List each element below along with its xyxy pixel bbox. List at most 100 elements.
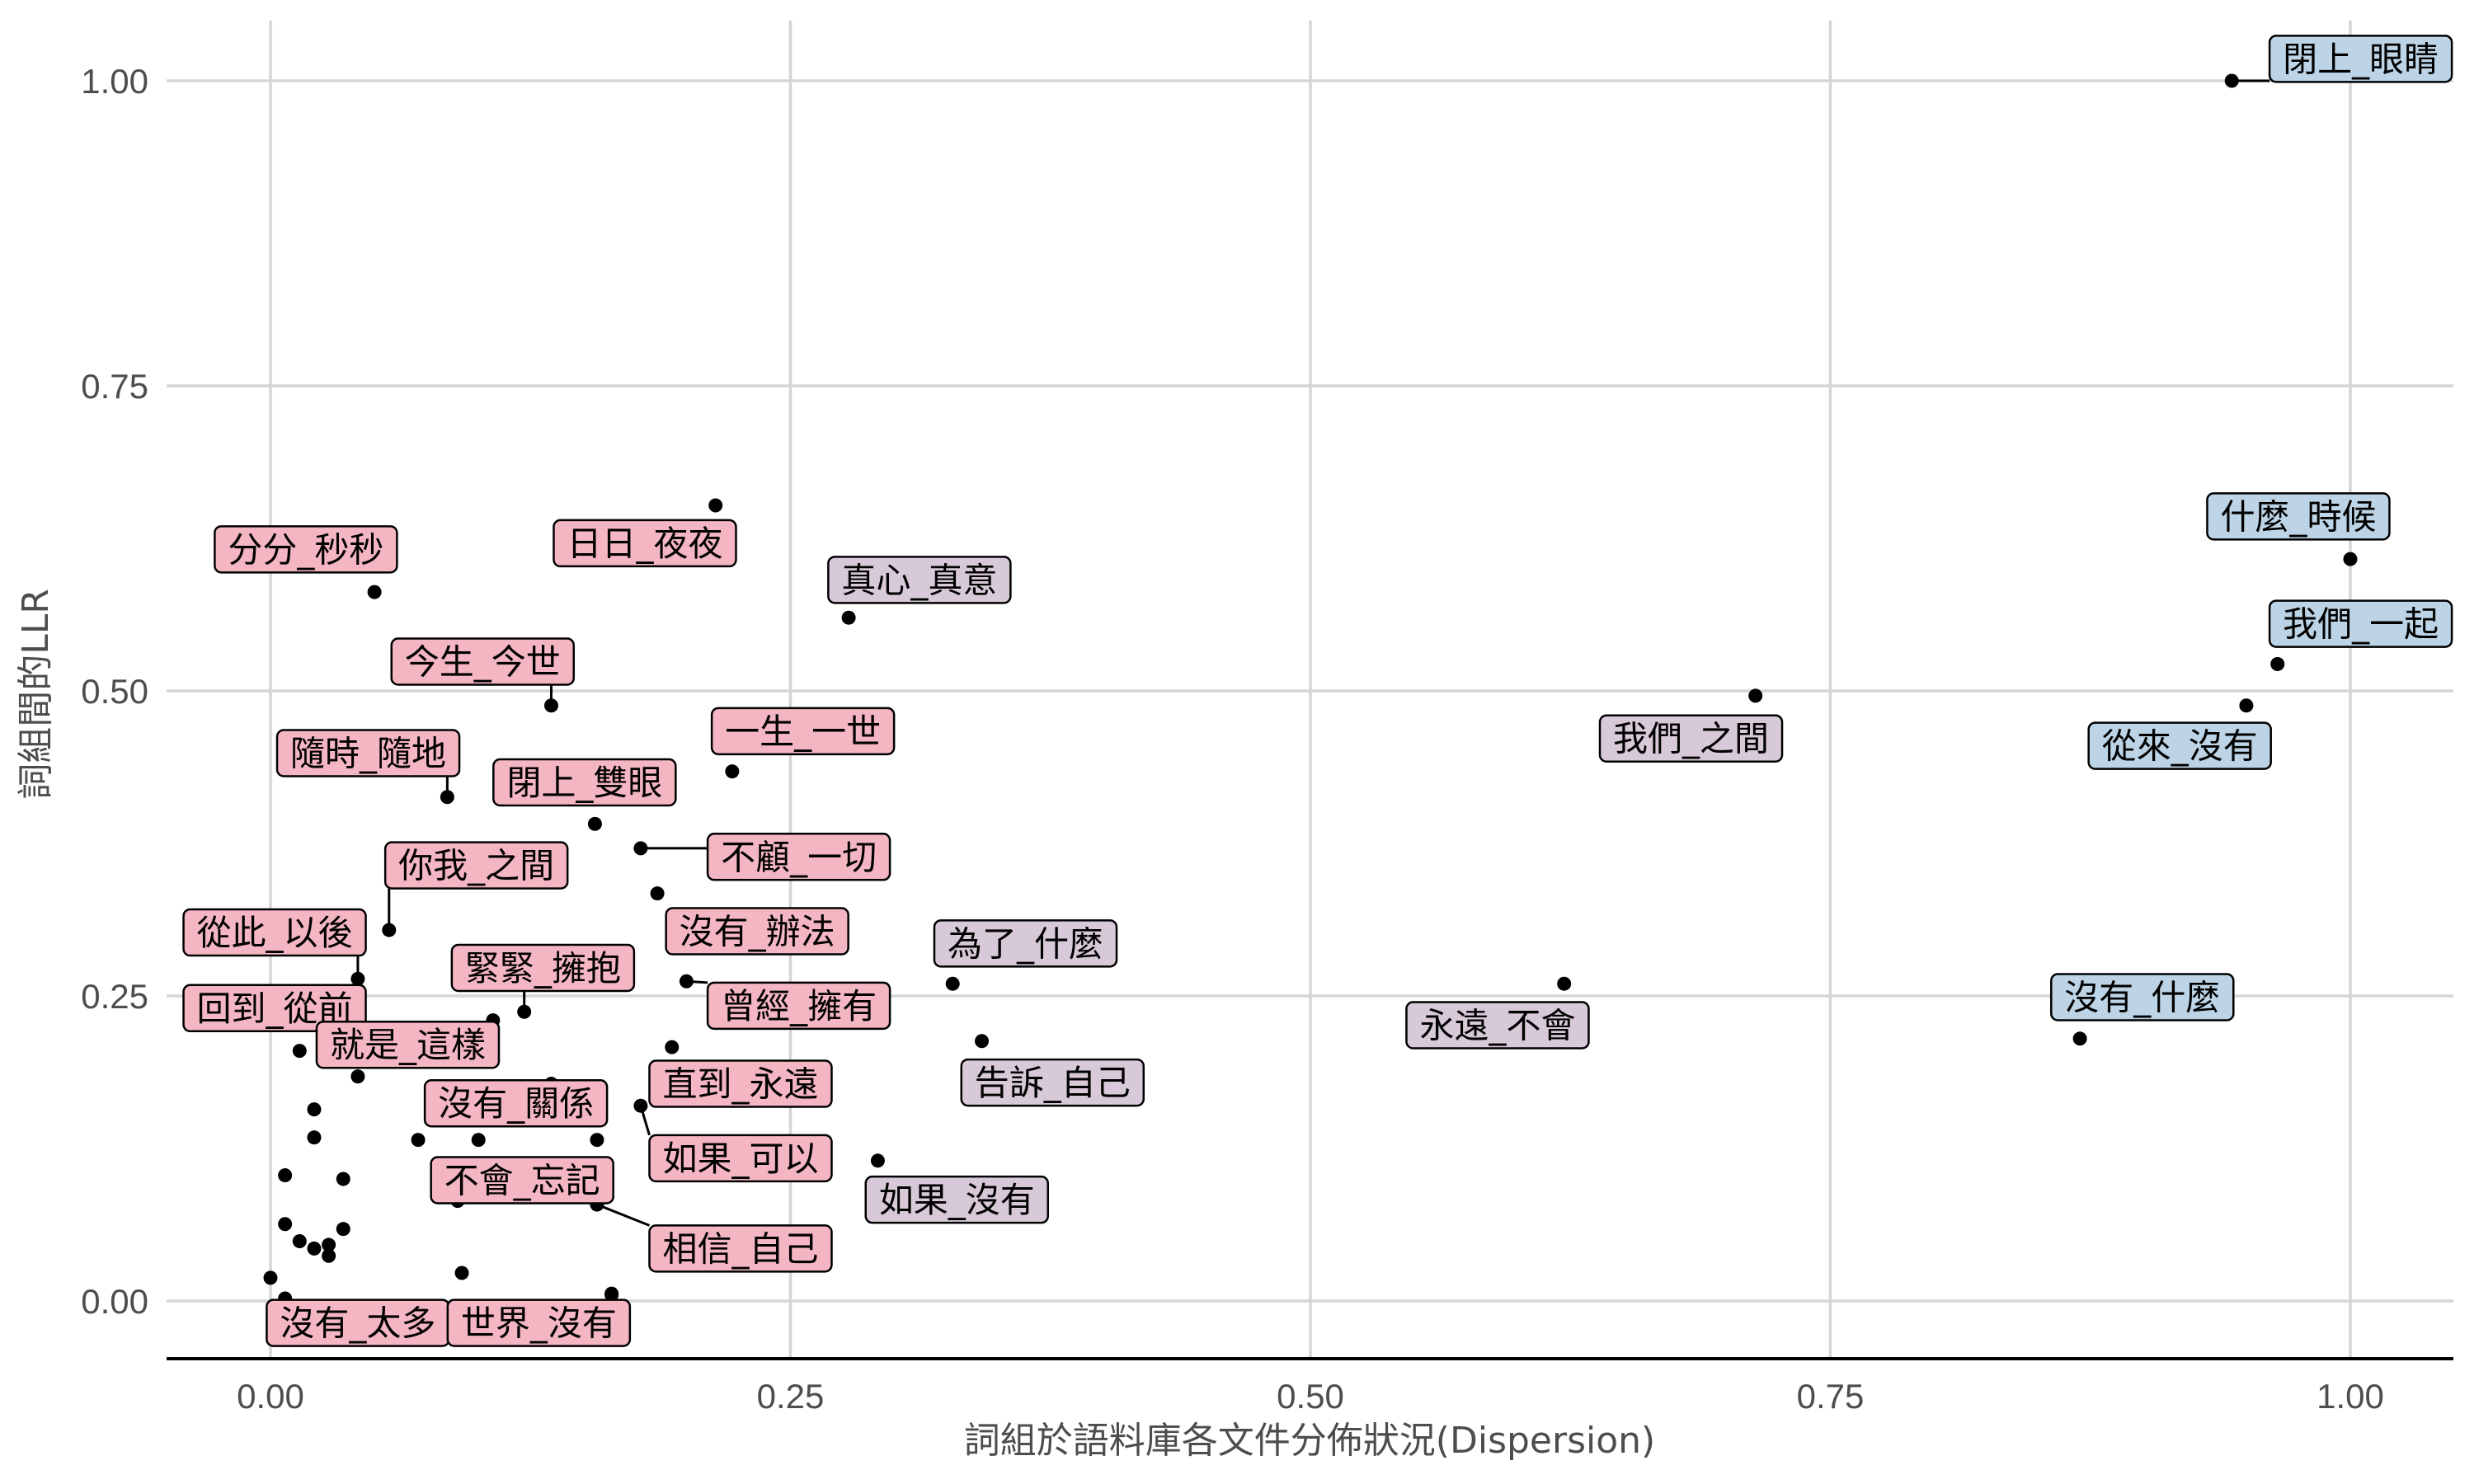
data-point <box>517 1004 532 1019</box>
point-label-box <box>2206 492 2391 541</box>
point-label-box <box>446 1298 632 1347</box>
data-point <box>590 1133 604 1148</box>
data-point <box>2224 73 2239 88</box>
data-point <box>263 1270 278 1285</box>
data-point <box>454 1266 469 1280</box>
point-label-box <box>706 981 891 1031</box>
point-label-box <box>492 758 677 807</box>
point-label: 從此_以後 <box>182 908 367 957</box>
point-label: 隨時_隨地 <box>275 729 461 777</box>
data-point <box>633 1098 648 1113</box>
point-label-text: 從此_以後 <box>197 913 353 953</box>
point-label: 不會_忘記 <box>430 1156 614 1205</box>
data-point <box>665 1040 680 1054</box>
point-label-box <box>423 1078 609 1128</box>
point-label: 什麼_時候 <box>2206 492 2391 541</box>
point-label-text: 不顧_一切 <box>721 837 877 877</box>
point-label-text: 世界_沒有 <box>461 1303 617 1344</box>
point-label-box <box>2268 35 2453 83</box>
point-label: 直到_永遠 <box>648 1059 833 1108</box>
data-point <box>2270 656 2285 671</box>
point-label: 沒有_關係 <box>423 1078 609 1128</box>
data-point <box>278 1168 293 1183</box>
point-label-text: 直到_永遠 <box>662 1064 818 1105</box>
point-label-text: 隨時_隨地 <box>290 733 446 773</box>
data-point <box>307 1102 322 1117</box>
point-label: 就是_這樣 <box>315 1020 501 1069</box>
data-point <box>543 698 558 713</box>
point-label-box <box>665 907 849 956</box>
y-axis-title: 詞組間的LLR <box>15 589 57 800</box>
point-label: 真心_真意 <box>827 556 1012 604</box>
data-point <box>633 841 648 856</box>
point-label-text: 不會_忘記 <box>444 1160 600 1200</box>
y-tick-label: 0.00 <box>81 1282 148 1321</box>
point-label: 從來_沒有 <box>2087 721 2272 770</box>
point-label: 沒有_辦法 <box>665 907 849 956</box>
data-point <box>650 886 665 901</box>
point-label-text: 閉上_眼睛 <box>2283 39 2439 79</box>
y-tick-label: 0.25 <box>81 977 148 1016</box>
data-point <box>975 1034 990 1049</box>
point-label: 告訴_自己 <box>960 1058 1145 1107</box>
point-label-text: 沒有_什麼 <box>2064 977 2220 1017</box>
point-label-box <box>933 919 1118 968</box>
x-tick-label: 0.75 <box>1797 1377 1865 1416</box>
point-label-box <box>390 637 576 686</box>
point-label-box <box>430 1156 614 1205</box>
point-label: 你我_之間 <box>383 841 569 890</box>
data-point <box>708 498 723 513</box>
data-point <box>1557 976 1572 991</box>
point-label: 不顧_一切 <box>706 833 891 881</box>
point-label-text: 閉上_雙眼 <box>506 763 662 803</box>
point-label: 閉上_眼睛 <box>2268 35 2453 83</box>
point-label: 分分_秒秒 <box>214 525 398 574</box>
point-label-text: 告訴_自己 <box>975 1063 1131 1103</box>
data-point <box>292 1044 307 1059</box>
data-point <box>2239 698 2254 713</box>
point-label-box <box>315 1020 501 1069</box>
point-label-box <box>864 1175 1050 1224</box>
point-label-box <box>2087 721 2272 770</box>
data-point <box>679 974 694 989</box>
point-label-box <box>450 943 636 993</box>
point-label-text: 你我_之間 <box>398 846 554 886</box>
y-tick-label: 1.00 <box>81 62 148 101</box>
data-point <box>2072 1031 2087 1046</box>
point-label-text: 今生_今世 <box>405 641 561 682</box>
data-point <box>725 764 740 779</box>
point-label-text: 從來_沒有 <box>2102 726 2258 767</box>
data-point <box>587 816 602 831</box>
point-label-box <box>706 833 891 881</box>
point-label-box <box>1405 1001 1590 1050</box>
data-point <box>945 976 960 991</box>
tick-labels: 0.00 0.25 0.50 0.75 1.00 0.00 0.25 0.50 0.75 1.00 <box>81 62 2384 1416</box>
leader-line <box>596 1203 651 1227</box>
point-label-text: 什麼_時候 <box>2220 496 2376 537</box>
point-label: 世界_沒有 <box>446 1298 632 1347</box>
point-label-text: 日日_夜夜 <box>567 524 722 564</box>
point-label-text: 沒有_辦法 <box>680 912 835 952</box>
point-label-box <box>648 1224 833 1273</box>
point-label-box <box>648 1059 833 1108</box>
point-label-box <box>182 984 367 1033</box>
data-point <box>292 1233 307 1248</box>
x-tick-label: 0.00 <box>237 1377 304 1416</box>
data-point <box>350 1069 365 1084</box>
point-label: 沒有_太多 <box>266 1298 450 1347</box>
point-label-text: 相信_自己 <box>662 1228 818 1269</box>
point-label-box <box>1598 714 1784 763</box>
data-point <box>322 1248 336 1263</box>
data-point <box>336 1172 350 1186</box>
point-label-text: 我們_一起 <box>2283 604 2439 645</box>
x-tick-label: 0.25 <box>757 1377 825 1416</box>
data-point <box>278 1217 293 1232</box>
data-point <box>307 1241 322 1256</box>
point-label-text: 沒有_關係 <box>438 1083 594 1124</box>
point-label-text: 真心_真意 <box>841 560 997 600</box>
point-label: 我們_之間 <box>1598 714 1784 763</box>
point-label-box <box>2050 973 2235 1021</box>
